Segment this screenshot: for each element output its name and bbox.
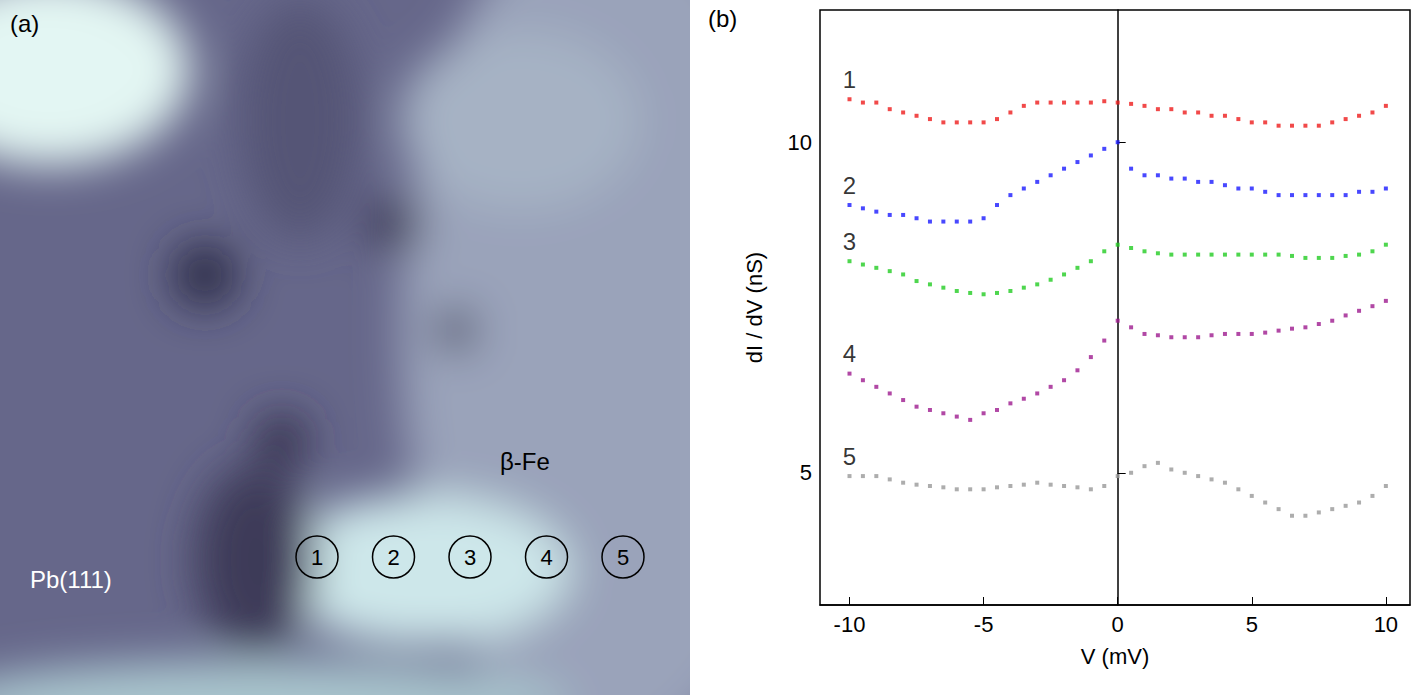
svg-text:(a): (a)	[10, 10, 39, 37]
svg-text:1: 1	[843, 66, 856, 93]
svg-text:4: 4	[540, 545, 552, 570]
svg-text:dI / dV (nS): dI / dV (nS)	[742, 252, 767, 363]
svg-text:3: 3	[464, 545, 476, 570]
svg-text:β-Fe: β-Fe	[500, 448, 550, 475]
svg-text:-10: -10	[834, 612, 866, 637]
svg-text:Pb(111): Pb(111)	[30, 566, 112, 593]
svg-text:3: 3	[843, 228, 856, 255]
svg-text:2: 2	[387, 545, 399, 570]
svg-text:2: 2	[843, 172, 856, 199]
svg-text:1: 1	[311, 545, 323, 570]
svg-text:5: 5	[800, 460, 812, 485]
svg-text:5: 5	[843, 443, 856, 470]
svg-text:V (mV): V (mV)	[1081, 644, 1149, 669]
svg-text:0: 0	[1112, 612, 1124, 637]
svg-text:5: 5	[617, 545, 629, 570]
svg-text:10: 10	[788, 130, 812, 155]
svg-text:5: 5	[1246, 612, 1258, 637]
svg-text:(b): (b)	[708, 5, 737, 32]
svg-text:-5: -5	[974, 612, 994, 637]
svg-text:10: 10	[1374, 612, 1398, 637]
svg-text:4: 4	[843, 340, 856, 367]
